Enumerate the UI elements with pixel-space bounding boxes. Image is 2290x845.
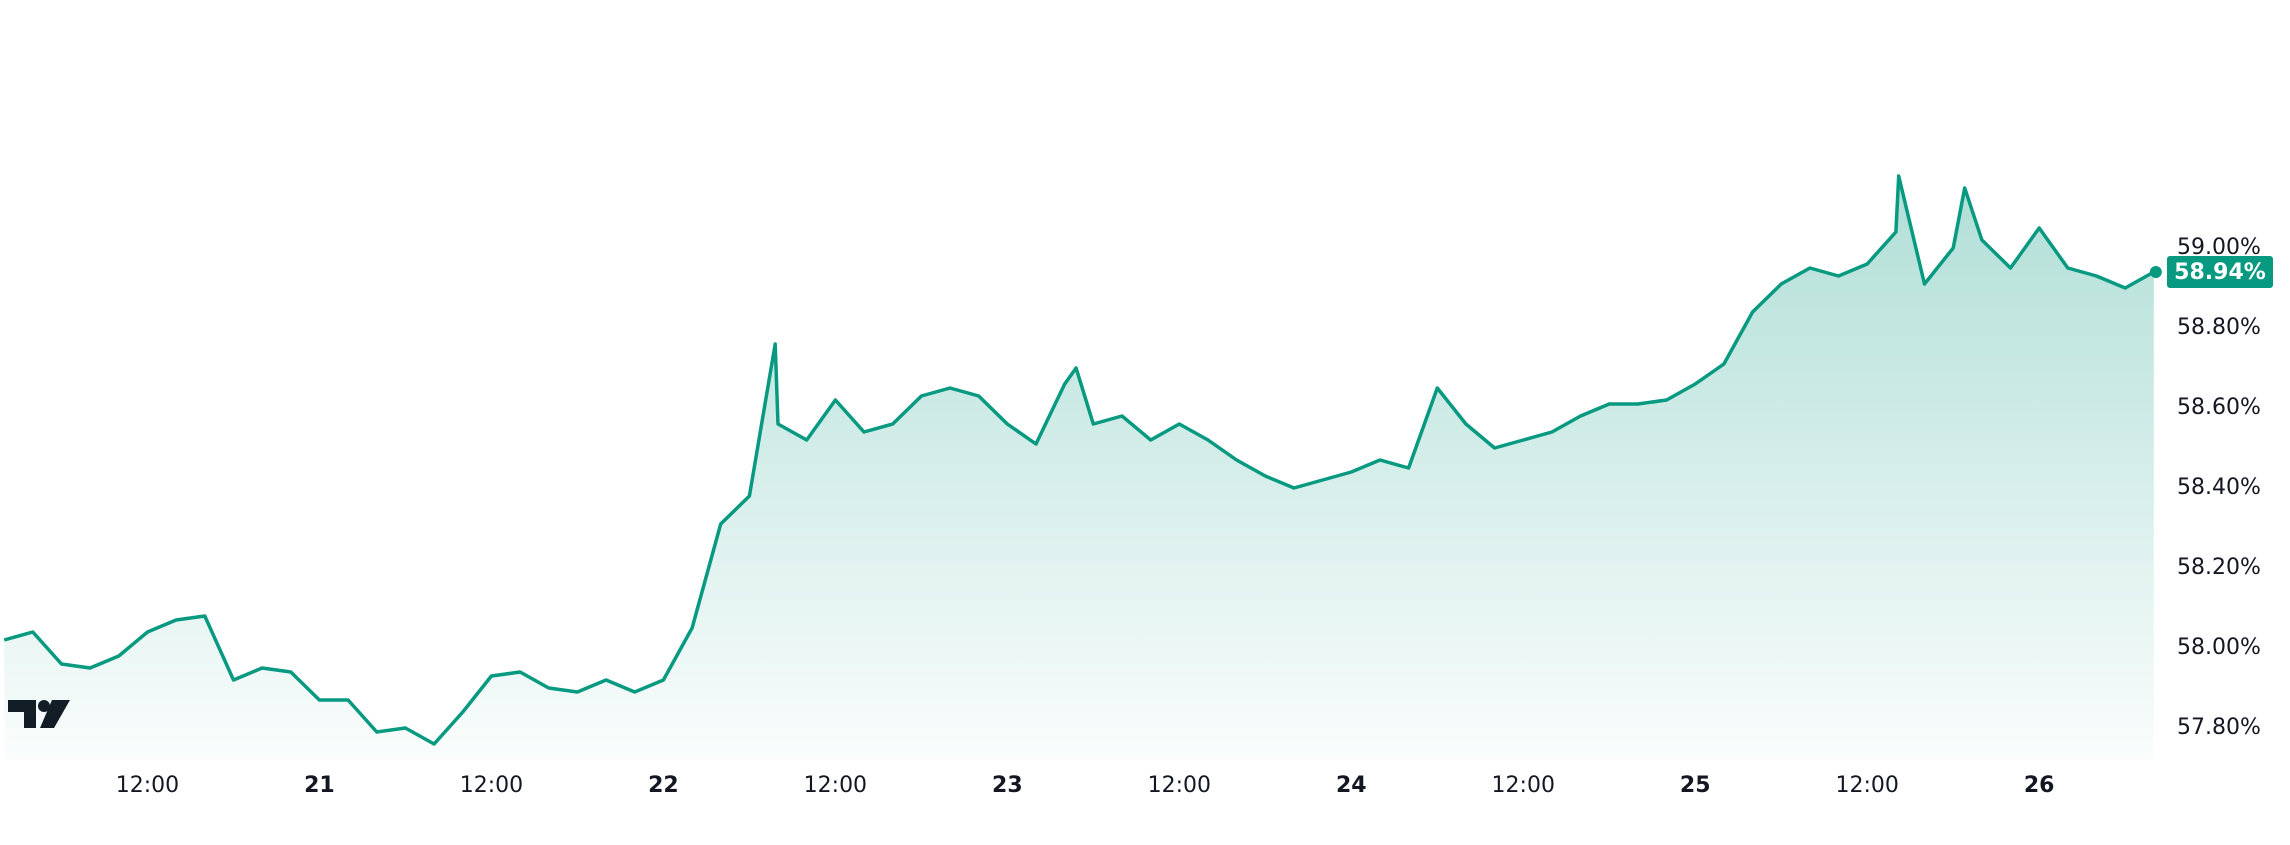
x-tick-label: 23 xyxy=(992,773,1023,798)
x-tick-label: 26 xyxy=(2024,773,2055,798)
y-tick-label: 58.40% xyxy=(2177,475,2261,500)
x-tick-label: 12:00 xyxy=(1148,773,1211,798)
price-tag xyxy=(2167,256,2273,288)
area xyxy=(4,176,2154,760)
x-tick-label: 21 xyxy=(304,773,335,798)
y-tick-label: 58.60% xyxy=(2177,395,2261,420)
line xyxy=(3,174,2155,746)
y-tick-label: 58.00% xyxy=(2177,635,2261,660)
y-tick-label: 57.80% xyxy=(2177,715,2261,740)
price-tag-label: 58.94% xyxy=(2174,260,2266,285)
x-tick-label: 12:00 xyxy=(460,773,523,798)
x-tick-label: 24 xyxy=(1336,773,1367,798)
x-tick-label: 12:00 xyxy=(804,773,867,798)
y-tick-label: 58.80% xyxy=(2177,315,2261,340)
x-tick-label: 12:00 xyxy=(1492,773,1555,798)
y-tick-label: 58.20% xyxy=(2177,555,2261,580)
x-tick-label: 12:00 xyxy=(116,773,179,798)
x-tick-label: 22 xyxy=(648,773,679,798)
last-point xyxy=(2149,266,2162,278)
y-tick-label: 59.00% xyxy=(2177,235,2261,260)
x-tick-label: 12:00 xyxy=(1836,773,1899,798)
x-tick-label: 25 xyxy=(1680,773,1711,798)
